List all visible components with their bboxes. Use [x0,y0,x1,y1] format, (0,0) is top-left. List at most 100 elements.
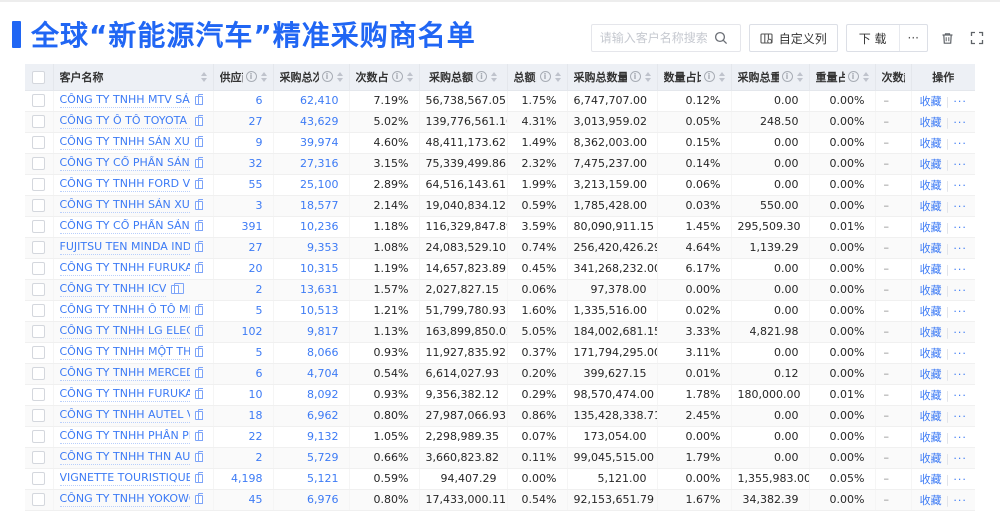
sort-icon[interactable] [406,71,413,82]
info-icon[interactable]: i [539,71,551,83]
favorite-button[interactable]: 收藏 [919,367,942,381]
column-header-amount_pct[interactable]: 总额占比i [507,64,568,91]
row-more-button[interactable]: ··· [953,283,967,297]
customer-name-link[interactable]: CÔNG TY TNHH MERCEDES–B... [59,366,190,381]
copy-icon[interactable] [194,430,203,441]
search-box[interactable] [590,24,741,52]
customer-name-link[interactable]: CÔNG TY TNHH SẢN XUẤT VÀ ... [59,135,190,150]
row-checkbox[interactable] [32,241,46,255]
favorite-button[interactable]: 收藏 [919,262,942,276]
column-header-qty[interactable]: 采购总数量 i [567,64,658,91]
row-more-button[interactable]: ··· [953,94,967,108]
row-checkbox[interactable] [32,493,46,507]
row-checkbox[interactable] [32,409,46,423]
copy-icon[interactable] [194,178,203,189]
info-icon[interactable]: i [391,71,403,83]
favorite-button[interactable]: 收藏 [919,283,942,297]
copy-icon[interactable] [194,493,203,504]
copy-icon[interactable] [194,94,203,105]
row-more-button[interactable]: ··· [953,346,967,360]
search-icon[interactable] [710,27,732,49]
download-more-button[interactable]: ··· [898,25,927,51]
customer-name-link[interactable]: CÔNG TY TNHH AUTEL VIỆT N... [59,408,190,423]
customer-name-link[interactable]: CÔNG TY TNHH FURUKAWA A... [59,261,190,276]
column-header-times_pct[interactable]: 次数占比i [349,64,420,91]
row-more-button[interactable]: ··· [953,451,967,465]
row-checkbox[interactable] [32,136,46,150]
row-more-button[interactable]: ··· [953,241,967,255]
row-checkbox[interactable] [32,304,46,318]
copy-icon[interactable] [194,136,203,147]
copy-icon[interactable] [194,115,203,126]
favorite-button[interactable]: 收藏 [919,388,942,402]
info-icon[interactable]: i [245,71,257,83]
copy-icon[interactable] [194,220,203,231]
customer-name-link[interactable]: CÔNG TY TNHH PHÂN PHỐI T... [59,429,190,444]
copy-icon[interactable] [194,262,203,273]
row-checkbox[interactable] [32,283,46,297]
customer-name-link[interactable]: CÔNG TY TNHH SẢN XUẤT VÀ ... [59,198,190,213]
favorite-button[interactable]: 收藏 [919,472,942,486]
copy-icon[interactable] [194,304,203,315]
row-checkbox[interactable] [32,157,46,171]
customer-name-link[interactable]: CÔNG TY TNHH FURUKAWA A... [59,387,190,402]
row-checkbox[interactable] [32,115,46,129]
row-more-button[interactable]: ··· [953,325,967,339]
customer-name-link[interactable]: CÔNG TY Ô TÔ TOYOTA VIỆT ... [59,114,190,129]
row-more-button[interactable]: ··· [953,199,967,213]
sort-icon[interactable] [718,71,725,82]
row-more-button[interactable]: ··· [953,472,967,486]
customer-name-link[interactable]: CÔNG TY TNHH LG ELECTRON... [59,324,190,339]
info-icon[interactable]: i [629,71,641,83]
favorite-button[interactable]: 收藏 [919,178,942,192]
sort-icon[interactable] [796,71,803,82]
favorite-button[interactable]: 收藏 [919,493,942,507]
customer-name-link[interactable]: CÔNG TY TNHH FORD VIỆT NAM [59,177,190,192]
sort-icon[interactable] [554,71,561,82]
row-more-button[interactable]: ··· [953,178,967,192]
row-checkbox[interactable] [32,199,46,213]
sort-icon[interactable] [260,71,267,82]
row-more-button[interactable]: ··· [953,262,967,276]
copy-icon[interactable] [194,325,203,336]
info-icon[interactable]: i [847,71,859,83]
info-icon[interactable]: i [476,71,487,83]
favorite-button[interactable]: 收藏 [919,346,942,360]
copy-icon[interactable] [171,283,185,294]
row-more-button[interactable]: ··· [953,493,967,507]
copy-icon[interactable] [194,472,203,483]
row-checkbox[interactable] [32,178,46,192]
copy-icon[interactable] [194,199,203,210]
favorite-button[interactable]: 收藏 [919,220,942,234]
copy-icon[interactable] [194,346,203,357]
row-checkbox[interactable] [32,220,46,234]
row-checkbox[interactable] [32,346,46,360]
copy-icon[interactable] [194,157,203,168]
favorite-button[interactable]: 收藏 [919,157,942,171]
fullscreen-icon[interactable] [966,27,988,49]
row-more-button[interactable]: ··· [953,220,967,234]
customer-name-link[interactable]: CÔNG TY CỔ PHẦN SẢN XUẤT... [59,219,190,234]
download-button[interactable]: 下 载 [858,31,887,46]
copy-icon[interactable] [194,451,203,462]
column-header-supplier[interactable]: 供应商i [213,64,274,91]
customize-columns-button[interactable]: 自定义列 [748,24,838,52]
copy-icon[interactable] [194,367,203,378]
favorite-button[interactable]: 收藏 [919,136,942,150]
copy-icon[interactable] [194,241,203,252]
favorite-button[interactable]: 收藏 [919,94,942,108]
column-header-times[interactable]: 采购总次数i [273,64,350,91]
customer-name-link[interactable]: CÔNG TY CỔ PHẦN SẢN XUẤT... [59,156,190,171]
copy-icon[interactable] [194,388,203,399]
row-checkbox[interactable] [32,262,46,276]
sort-icon[interactable] [644,71,651,82]
favorite-button[interactable]: 收藏 [919,409,942,423]
trash-icon[interactable] [936,27,958,49]
row-more-button[interactable]: ··· [953,157,967,171]
column-header-weight[interactable]: 采购总重量i [731,64,810,91]
favorite-button[interactable]: 收藏 [919,241,942,255]
column-header-name[interactable]: 客户名称 [53,64,214,91]
row-checkbox[interactable] [32,367,46,381]
sort-icon[interactable] [491,71,497,82]
row-checkbox[interactable] [32,388,46,402]
